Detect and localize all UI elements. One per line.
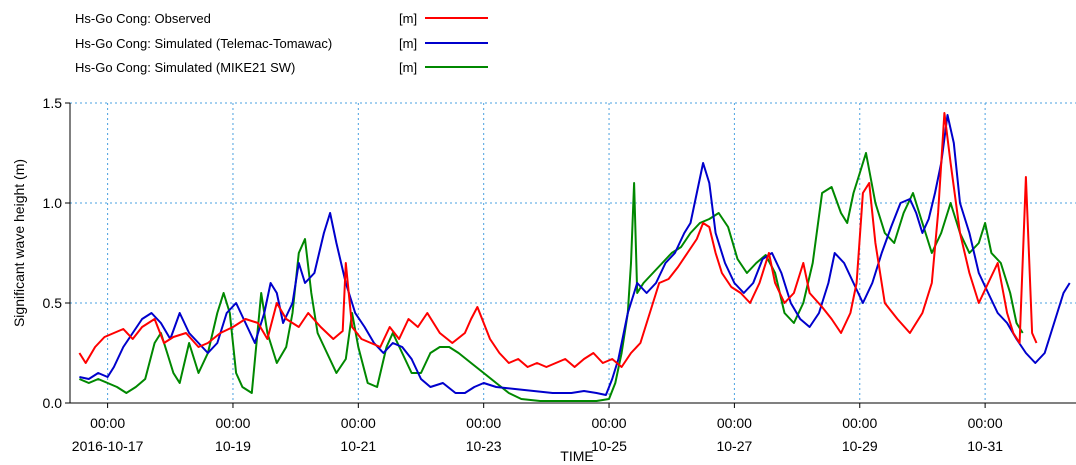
x-tick-time-label: 00:00: [466, 415, 501, 431]
series-line-mike21: [79, 152, 1024, 402]
y-tick-label: 1.0: [43, 195, 63, 211]
x-tick-date-label: 10-19: [215, 438, 251, 454]
y-tick-label: 1.5: [43, 95, 63, 111]
x-tick-labels: 00:00 2016-10-17 00:00 10-19 00:00 10-21 00:00…: [72, 415, 1003, 454]
legend-entry-mike21: Hs-Go Cong: Simulated (MIKE21 SW) [m]: [75, 60, 488, 75]
y-tick-label: 0.5: [43, 295, 63, 311]
x-tick-date-label: 10-25: [591, 438, 627, 454]
legend-unit-mike21: [m]: [399, 60, 417, 75]
y-tick-labels: 0.0 0.5 1.0 1.5: [43, 95, 63, 411]
x-tick-date-label: 10-29: [842, 438, 878, 454]
y-tick-label: 0.0: [43, 395, 63, 411]
x-tick-date-label: 10-23: [466, 438, 502, 454]
legend: Hs-Go Cong: Observed [m] Hs-Go Cong: Sim…: [75, 11, 488, 75]
legend-unit-telemac: [m]: [399, 36, 417, 51]
legend-label-observed: Hs-Go Cong: Observed: [75, 11, 211, 26]
x-tick-time-label: 00:00: [592, 415, 627, 431]
legend-label-mike21: Hs-Go Cong: Simulated (MIKE21 SW): [75, 60, 295, 75]
axes-layer: [65, 102, 1076, 408]
legend-entry-observed: Hs-Go Cong: Observed [m]: [75, 11, 488, 26]
grid-layer: [70, 102, 1076, 403]
series-line-observed: [78, 112, 1038, 368]
legend-unit-observed: [m]: [399, 11, 417, 26]
series-line-telemac: [79, 114, 1071, 396]
x-axis-title: TIME: [560, 448, 593, 464]
x-tick-date-label: 10-21: [340, 438, 376, 454]
x-tick-date-label: 10-27: [716, 438, 752, 454]
legend-entry-telemac: Hs-Go Cong: Simulated (Telemac-Tomawac) …: [75, 36, 488, 51]
x-tick-time-label: 00:00: [968, 415, 1003, 431]
x-tick-time-label: 00:00: [341, 415, 376, 431]
x-tick-date-label: 2016-10-17: [72, 438, 144, 454]
series-layer: [78, 112, 1071, 402]
x-tick-date-label: 10-31: [967, 438, 1003, 454]
x-tick-time-label: 00:00: [842, 415, 877, 431]
legend-label-telemac: Hs-Go Cong: Simulated (Telemac-Tomawac): [75, 36, 332, 51]
x-tick-time-label: 00:00: [90, 415, 125, 431]
y-axis-title: Significant wave height (m): [11, 159, 27, 327]
x-tick-time-label: 00:00: [215, 415, 250, 431]
x-tick-time-label: 00:00: [717, 415, 752, 431]
